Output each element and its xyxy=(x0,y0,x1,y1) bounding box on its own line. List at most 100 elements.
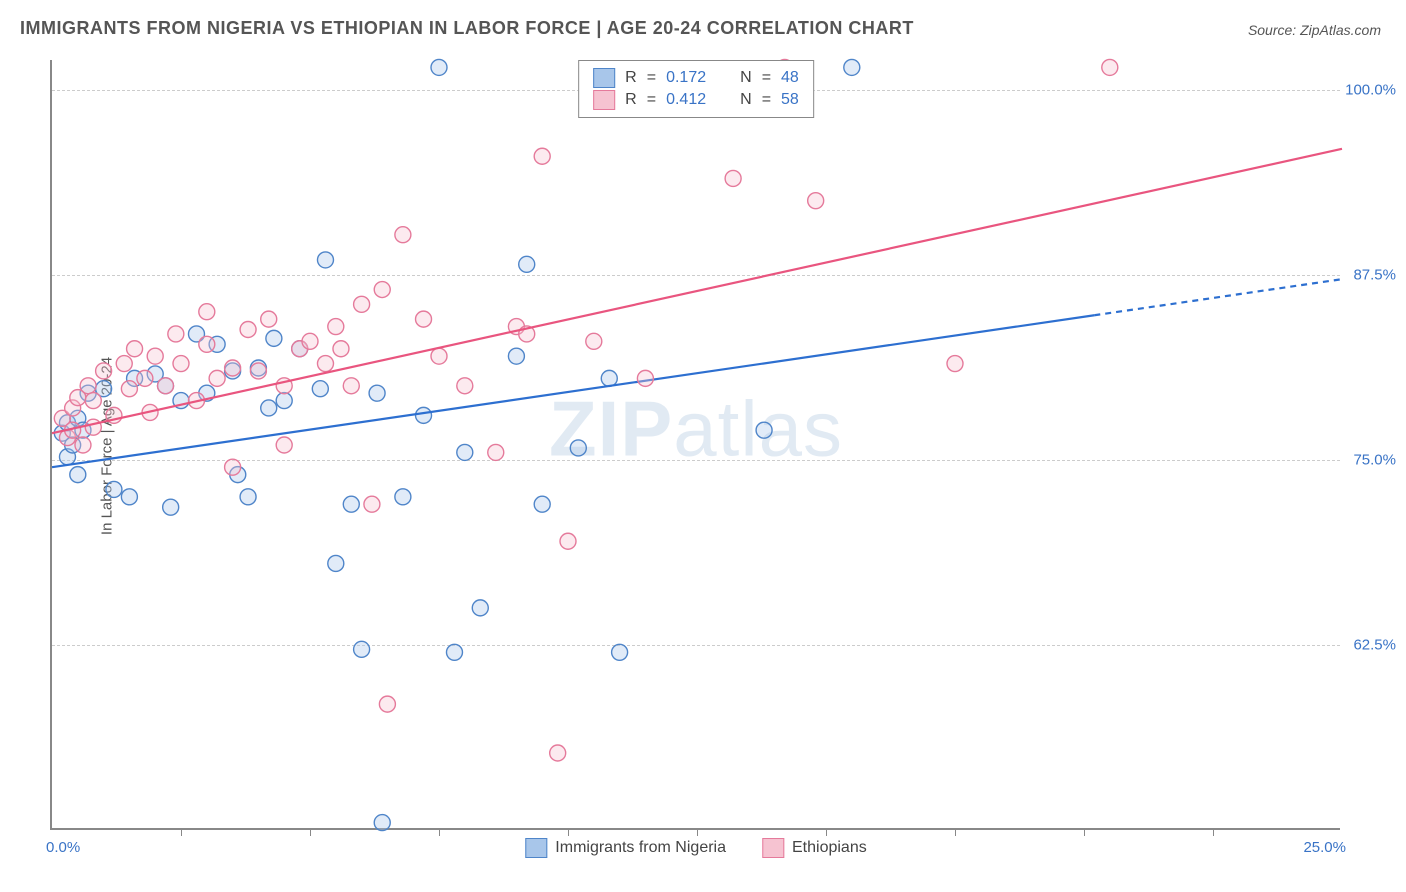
data-point xyxy=(431,348,447,364)
x-tick xyxy=(697,828,698,836)
data-point xyxy=(80,378,96,394)
data-point xyxy=(158,378,174,394)
data-point xyxy=(70,467,86,483)
data-point xyxy=(612,644,628,660)
data-point xyxy=(106,481,122,497)
data-point xyxy=(85,393,101,409)
data-point xyxy=(472,600,488,616)
data-point xyxy=(947,356,963,372)
chart-container: IMMIGRANTS FROM NIGERIA VS ETHIOPIAN IN … xyxy=(0,0,1406,892)
x-tick xyxy=(310,828,311,836)
x-max-label: 25.0% xyxy=(1303,839,1346,856)
regression-line-dashed xyxy=(1094,279,1342,315)
legend-row-nigeria: R = 0.172 N = 48 xyxy=(593,67,799,89)
data-point xyxy=(808,193,824,209)
data-point xyxy=(844,59,860,75)
data-point xyxy=(457,444,473,460)
x-tick xyxy=(439,828,440,836)
data-point xyxy=(354,641,370,657)
data-point xyxy=(354,296,370,312)
data-point xyxy=(333,341,349,357)
data-point xyxy=(601,370,617,386)
x-tick xyxy=(1084,828,1085,836)
data-point xyxy=(395,489,411,505)
data-point xyxy=(317,356,333,372)
data-point xyxy=(225,459,241,475)
data-point xyxy=(374,815,390,831)
y-tick-label: 87.5% xyxy=(1353,266,1396,283)
data-point xyxy=(725,170,741,186)
data-point xyxy=(199,336,215,352)
data-point xyxy=(261,311,277,327)
chart-title: IMMIGRANTS FROM NIGERIA VS ETHIOPIAN IN … xyxy=(20,18,914,39)
swatch-nigeria xyxy=(593,68,615,88)
data-point xyxy=(173,356,189,372)
legend-label-ethiopians: Ethiopians xyxy=(792,839,867,857)
data-point xyxy=(75,437,91,453)
data-point xyxy=(1102,59,1118,75)
x-tick xyxy=(181,828,182,836)
data-point xyxy=(379,696,395,712)
data-point xyxy=(276,393,292,409)
data-point xyxy=(431,59,447,75)
regression-line xyxy=(52,149,1342,433)
n-value-ethiopians: 58 xyxy=(781,91,799,109)
x-tick xyxy=(955,828,956,836)
data-point xyxy=(250,363,266,379)
data-point xyxy=(96,363,112,379)
data-point xyxy=(137,370,153,386)
data-point xyxy=(637,370,653,386)
data-point xyxy=(416,407,432,423)
data-point xyxy=(534,148,550,164)
data-point xyxy=(534,496,550,512)
y-tick-label: 75.0% xyxy=(1353,451,1396,468)
data-point xyxy=(147,348,163,364)
swatch-ethiopians xyxy=(593,90,615,110)
x-tick xyxy=(1213,828,1214,836)
n-value-nigeria: 48 xyxy=(781,69,799,87)
data-point xyxy=(121,489,137,505)
legend-correlation: R = 0.172 N = 48 R = 0.412 N = 58 xyxy=(578,60,814,118)
r-value-ethiopians: 0.412 xyxy=(666,91,706,109)
data-point xyxy=(446,644,462,660)
data-point xyxy=(560,533,576,549)
scatter-svg xyxy=(52,60,1340,828)
data-point xyxy=(508,348,524,364)
legend-row-ethiopians: R = 0.412 N = 58 xyxy=(593,89,799,111)
data-point xyxy=(374,282,390,298)
data-point xyxy=(586,333,602,349)
data-point xyxy=(317,252,333,268)
data-point xyxy=(225,360,241,376)
data-point xyxy=(240,489,256,505)
data-point xyxy=(127,341,143,357)
data-point xyxy=(488,444,504,460)
data-point xyxy=(550,745,566,761)
data-point xyxy=(209,370,225,386)
data-point xyxy=(519,256,535,272)
legend-item-ethiopians: Ethiopians xyxy=(762,838,867,858)
data-point xyxy=(302,333,318,349)
legend-item-nigeria: Immigrants from Nigeria xyxy=(525,838,726,858)
data-point xyxy=(85,419,101,435)
data-point xyxy=(276,437,292,453)
x-tick xyxy=(568,828,569,836)
data-point xyxy=(328,555,344,571)
swatch-nigeria-b xyxy=(525,838,547,858)
legend-label-nigeria: Immigrants from Nigeria xyxy=(555,839,726,857)
plot-area: ZIPatlas R = 0.172 N = 48 R = 0.412 N xyxy=(50,60,1340,830)
y-tick-label: 100.0% xyxy=(1345,81,1396,98)
data-point xyxy=(312,381,328,397)
data-point xyxy=(756,422,772,438)
data-point xyxy=(369,385,385,401)
data-point xyxy=(457,378,473,394)
source-label: Source: ZipAtlas.com xyxy=(1248,22,1381,38)
data-point xyxy=(364,496,380,512)
r-value-nigeria: 0.172 xyxy=(666,69,706,87)
legend-series: Immigrants from Nigeria Ethiopians xyxy=(525,838,866,858)
data-point xyxy=(343,496,359,512)
data-point xyxy=(116,356,132,372)
data-point xyxy=(343,378,359,394)
data-point xyxy=(199,304,215,320)
data-point xyxy=(261,400,277,416)
x-tick xyxy=(826,828,827,836)
